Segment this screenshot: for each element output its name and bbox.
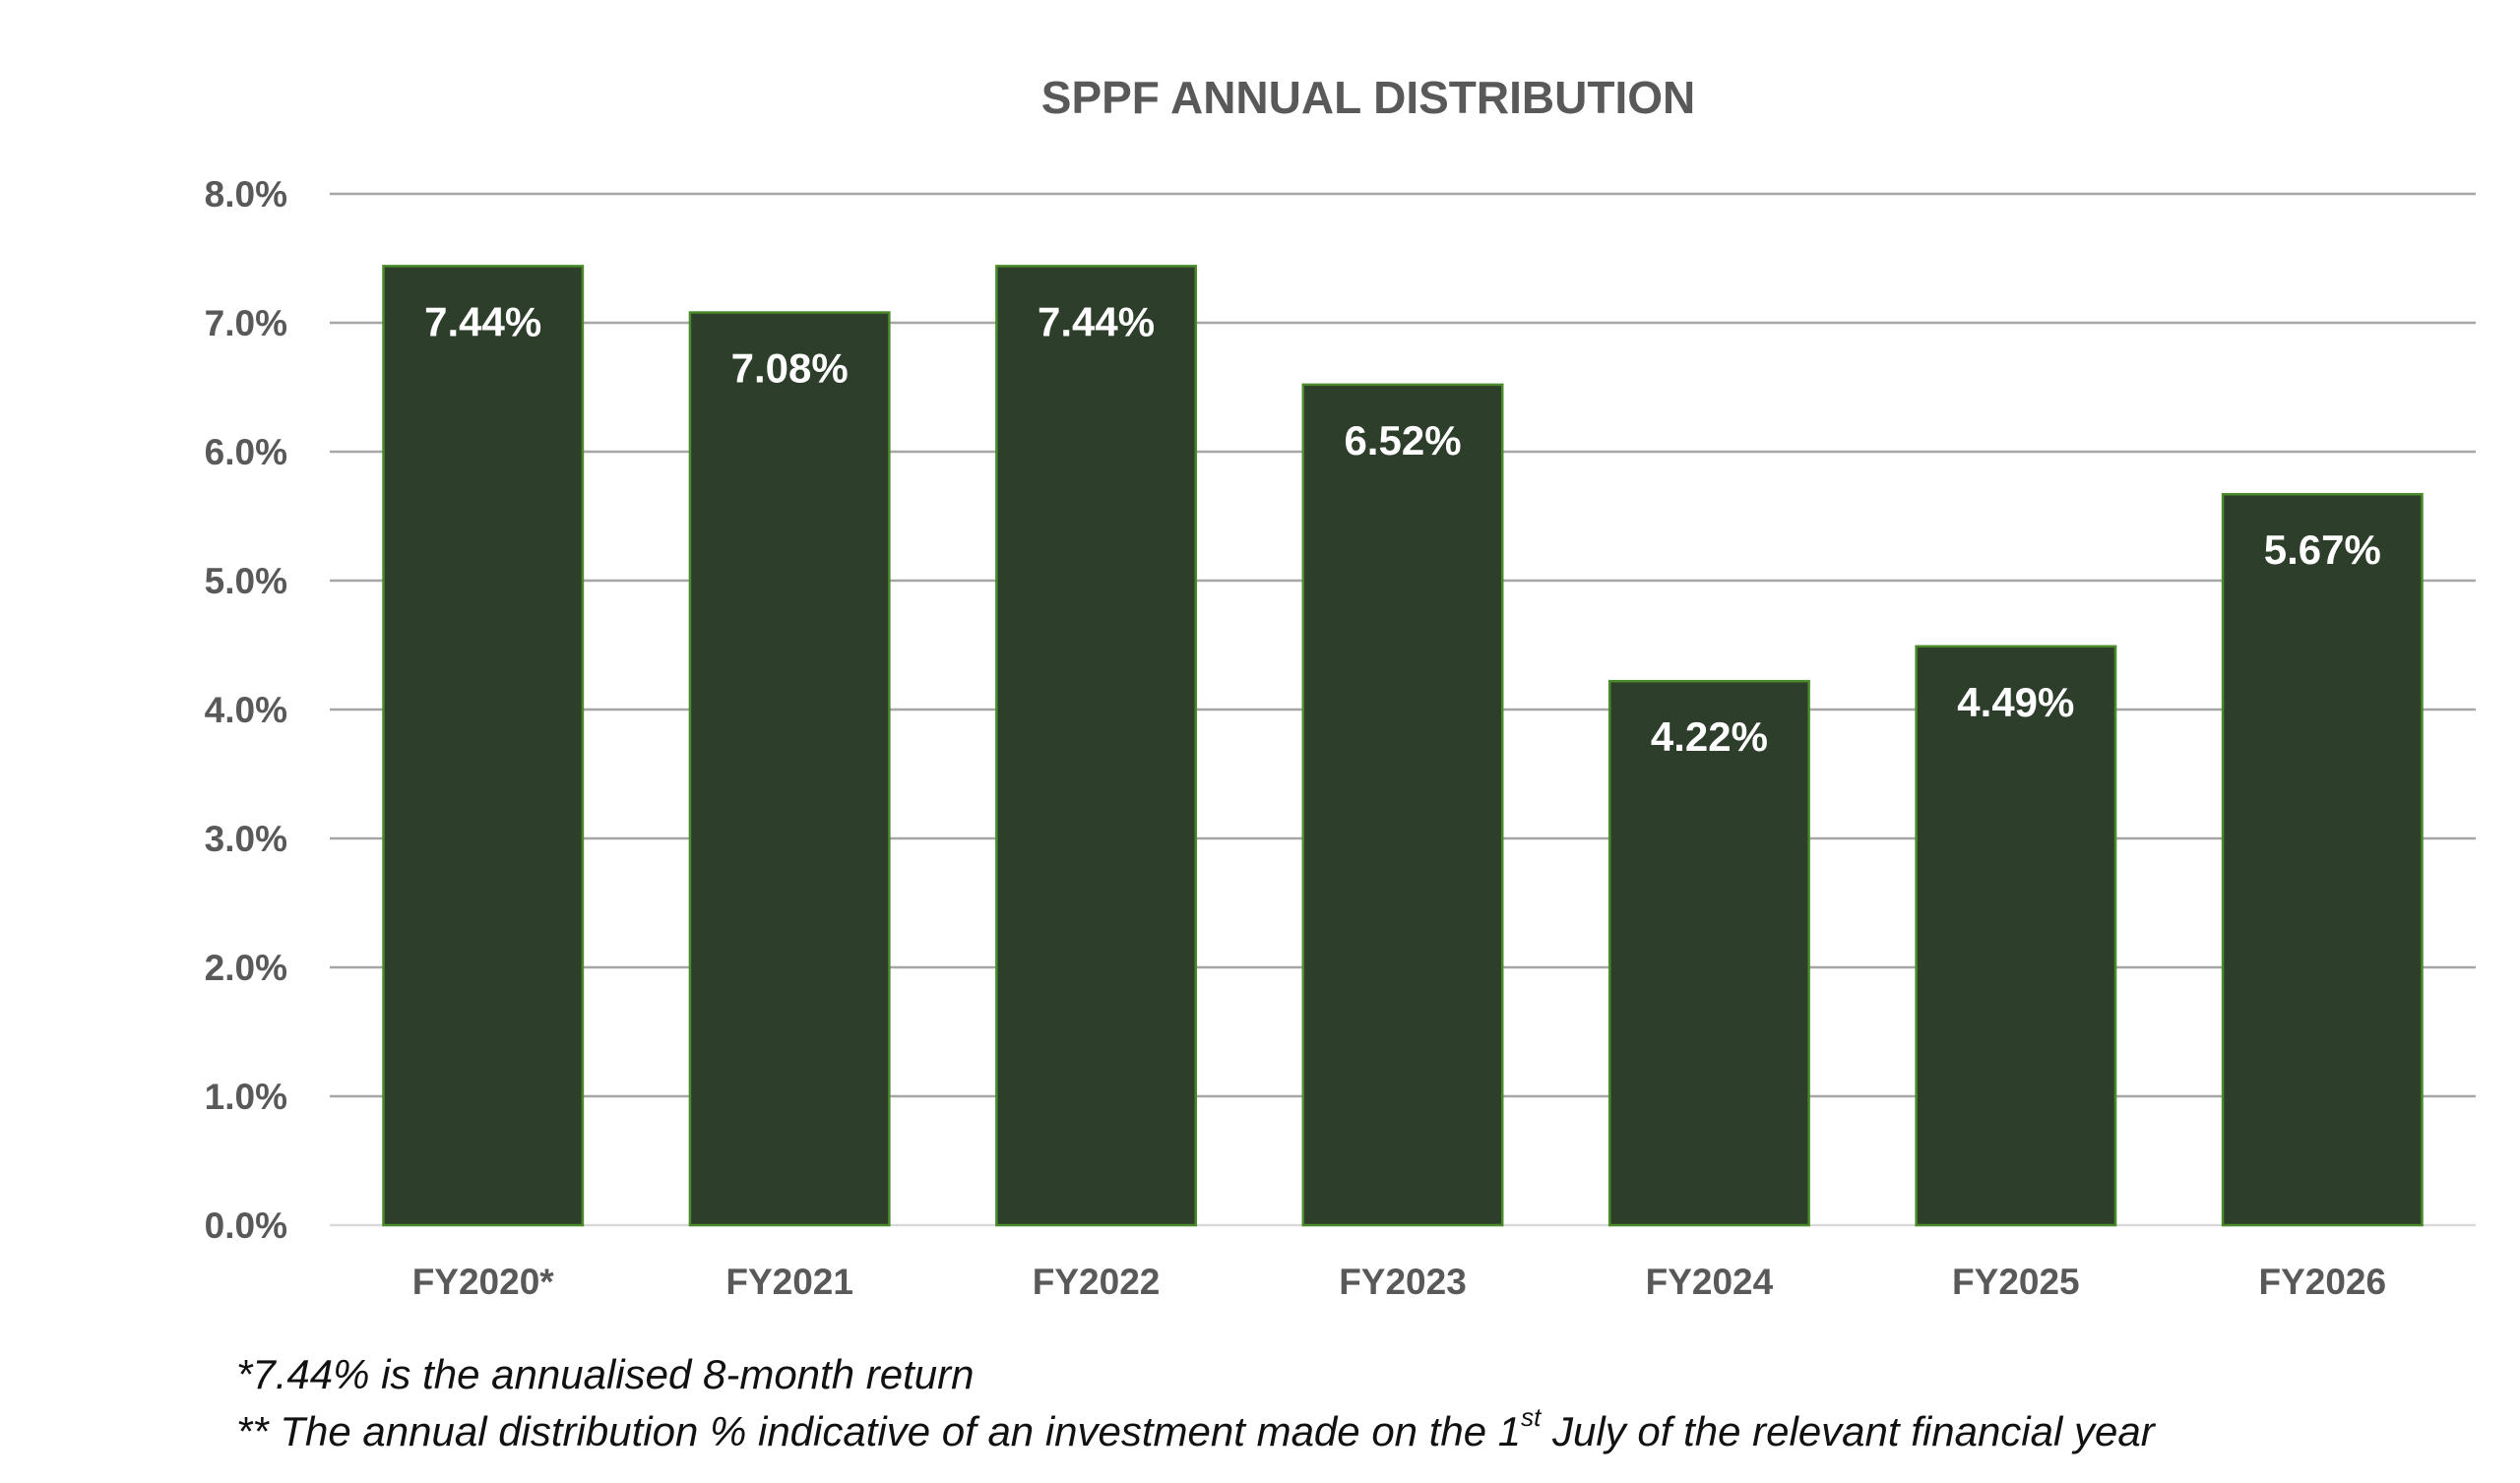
bar xyxy=(995,265,1198,1227)
bars xyxy=(382,265,2424,1227)
footnote-distribution-text-end: July of the relevant financial year xyxy=(1541,1408,2155,1454)
x-category-label: FY2020* xyxy=(412,1262,555,1302)
x-category-label: FY2026 xyxy=(2258,1262,2386,1302)
y-tick-label: 1.0% xyxy=(205,1077,287,1117)
y-tick-label: 5.0% xyxy=(205,561,287,601)
y-tick-label: 8.0% xyxy=(205,174,287,215)
bar xyxy=(2221,492,2424,1227)
bar xyxy=(688,311,891,1227)
chart-area: SPPF ANNUAL DISTRIBUTION 0.0% 1.0% 2.0% 3.0… xyxy=(205,72,2476,1302)
y-tick-label: 4.0% xyxy=(205,690,287,730)
x-category-label: FY2024 xyxy=(1646,1262,1774,1302)
y-tick-label: 6.0% xyxy=(205,432,287,472)
chart-title: SPPF ANNUAL DISTRIBUTION xyxy=(1041,72,1695,123)
y-tick-label: 0.0% xyxy=(205,1205,287,1246)
data-label: 5.67% xyxy=(2264,526,2381,573)
data-label: 6.52% xyxy=(1344,417,1461,463)
bar xyxy=(1301,383,1504,1227)
data-labels: 7.44% 7.08% 7.44% 6.52% 4.22% 4.49% 5.67% xyxy=(424,298,2381,760)
bar xyxy=(382,265,585,1227)
data-label: 7.44% xyxy=(1038,298,1155,344)
data-label: 7.08% xyxy=(731,345,849,392)
x-category-label: FY2022 xyxy=(1033,1262,1161,1302)
y-tick-label: 3.0% xyxy=(205,819,287,859)
x-category-label: FY2023 xyxy=(1339,1262,1467,1302)
footnote-distribution: ** The annual distribution % indicative … xyxy=(236,1403,2500,1460)
x-category-label: FY2021 xyxy=(725,1262,853,1302)
x-category-label: FY2025 xyxy=(1952,1262,2080,1302)
y-tick-label: 7.0% xyxy=(205,303,287,343)
bar xyxy=(1915,645,2117,1227)
bar-chart: SPPF ANNUAL DISTRIBUTION 0.0% 1.0% 2.0% 3.0… xyxy=(205,72,2476,1302)
data-label: 4.49% xyxy=(1957,679,2074,725)
footnote-distribution-text: ** The annual distribution % indicative … xyxy=(236,1408,1522,1454)
data-label: 4.22% xyxy=(1651,713,1768,760)
y-tick-label: 2.0% xyxy=(205,948,287,988)
footnotes: *7.44% is the annualised 8-month return … xyxy=(236,1346,2500,1460)
y-axis-tick-labels: 0.0% 1.0% 2.0% 3.0% 4.0% 5.0% 6.0% 7.0% 8.0% xyxy=(205,174,287,1246)
footnote-annualised: *7.44% is the annualised 8-month return xyxy=(236,1351,975,1397)
x-axis-category-labels: FY2020* FY2021 FY2022 FY2023 FY2024 FY2025 FY2… xyxy=(412,1262,2386,1302)
footnote-superscript: st xyxy=(1521,1402,1542,1432)
bar xyxy=(1607,679,1810,1227)
data-label: 7.44% xyxy=(424,298,541,344)
